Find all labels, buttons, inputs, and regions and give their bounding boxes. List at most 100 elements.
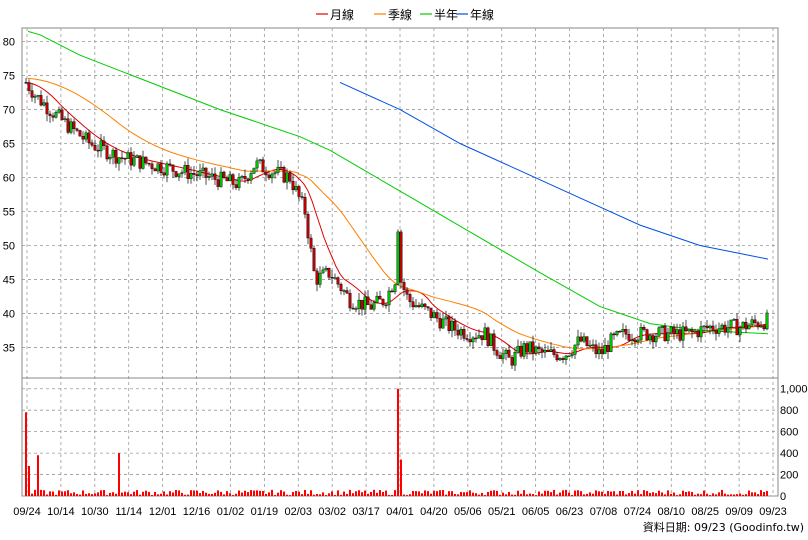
candle-body [222, 171, 226, 179]
axes: 3540455055606570758002004006008001,00009… [3, 37, 808, 518]
volume-bar [148, 491, 150, 496]
volume-bar [379, 490, 381, 496]
candle-body [78, 130, 82, 137]
candle-body [243, 176, 247, 180]
candle-body [180, 171, 184, 174]
price-tick-label: 60 [3, 173, 15, 185]
volume-bar [733, 494, 735, 496]
candle-body [282, 166, 286, 183]
candle-body [528, 341, 532, 353]
volume-bar [571, 495, 573, 496]
volume-bar [283, 491, 285, 496]
candle-body [501, 353, 505, 359]
volume-bar [565, 489, 567, 496]
volume-bar [631, 490, 633, 496]
volume-bar [250, 490, 252, 496]
candle-body [531, 341, 535, 354]
volume-bar [130, 494, 132, 496]
candle-body [567, 355, 571, 358]
candle-body [399, 231, 403, 283]
date-tick-label: 09/23 [759, 506, 787, 518]
volume-bar [325, 495, 327, 496]
candle-body [456, 329, 460, 336]
candle-body [645, 329, 649, 341]
candle-body [561, 358, 565, 360]
volume-bar [316, 493, 318, 496]
volume-bar [115, 493, 117, 496]
candle-body [429, 307, 433, 318]
candle-body [750, 319, 754, 326]
volume-bar [217, 490, 219, 496]
volume-bar [478, 494, 480, 496]
volume-bar [73, 492, 75, 496]
candle-body [579, 336, 583, 342]
volume-tick-label: 800 [780, 405, 798, 417]
legend-label-2: 季線 [388, 7, 412, 22]
candle-body [207, 176, 211, 178]
volume-bar [619, 490, 621, 496]
candle-body [183, 165, 187, 173]
candle-body [330, 277, 334, 279]
candle-body [636, 339, 640, 343]
candle-body [390, 290, 394, 293]
volume-bar [526, 494, 528, 496]
candle-body [381, 298, 385, 306]
candle-body [279, 166, 283, 169]
volume-bar [346, 494, 348, 496]
candle-body [84, 132, 88, 140]
volume-bar [445, 494, 447, 496]
candle-body [660, 325, 664, 328]
volume-bar [160, 493, 162, 496]
volume-bar [292, 492, 294, 496]
candle-body [66, 118, 70, 133]
volume-bar [52, 491, 54, 496]
candle-body [465, 338, 469, 340]
volume-bar [220, 491, 222, 496]
candle-body [621, 329, 625, 332]
volume-bar [736, 494, 738, 496]
candle-body [522, 343, 526, 357]
candle-body [495, 350, 499, 356]
volume-bar [340, 494, 342, 496]
volume-bar [190, 490, 192, 496]
volume-bar [403, 494, 405, 496]
candle-body [69, 121, 73, 133]
volume-bar [691, 491, 693, 496]
candle-body [558, 358, 562, 361]
candle-body [525, 343, 529, 353]
volume-bar [709, 495, 711, 496]
volume-bar [424, 490, 426, 496]
candle-body [117, 157, 121, 164]
volume-bar [409, 494, 411, 496]
candle-body [234, 184, 238, 188]
candle-body [324, 267, 328, 271]
candle-body [684, 326, 688, 332]
candle-body [675, 329, 679, 334]
candle-body [105, 145, 109, 160]
volume-bar [628, 493, 630, 496]
candle-body [252, 167, 256, 174]
candle-body [51, 115, 55, 118]
volume-tick-label: 0 [780, 491, 786, 503]
volume-bar [727, 494, 729, 496]
volume-bar [448, 491, 450, 496]
candle-body [576, 336, 580, 346]
volume-bar [85, 493, 87, 496]
candle-body [663, 325, 667, 342]
candle-body [474, 337, 478, 340]
volume-bar [670, 493, 672, 496]
candle-body [108, 157, 112, 160]
volume-bar [142, 491, 144, 496]
candle-body [339, 283, 343, 291]
volume-bar [595, 490, 597, 496]
candle-body [480, 335, 484, 340]
volume-bar [538, 491, 540, 496]
date-tick-label: 05/06 [454, 506, 482, 518]
candle-body [72, 121, 76, 130]
volume-bar [688, 491, 690, 496]
candle-body [717, 328, 721, 334]
volume-bar [487, 492, 489, 496]
candle-body [237, 177, 241, 188]
candle-body [534, 346, 538, 354]
volume-bar [610, 491, 612, 496]
